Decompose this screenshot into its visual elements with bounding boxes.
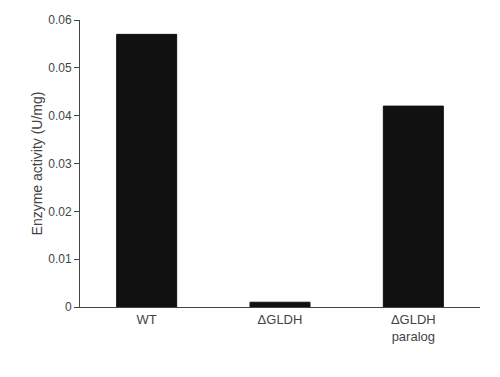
- svg-text:0.03: 0.03: [48, 157, 72, 171]
- svg-text:ΔGLDHparalog: ΔGLDHparalog: [391, 312, 436, 344]
- svg-text:0.06: 0.06: [48, 13, 72, 27]
- svg-text:0: 0: [65, 300, 72, 314]
- svg-text:0.01: 0.01: [48, 252, 72, 266]
- svg-text:Enzyme activity (U/mg): Enzyme activity (U/mg): [29, 92, 45, 236]
- svg-text:WT: WT: [137, 312, 157, 327]
- svg-text:ΔGLDH: ΔGLDH: [258, 312, 303, 327]
- svg-text:0.04: 0.04: [48, 109, 72, 123]
- svg-text:0.02: 0.02: [48, 205, 72, 219]
- svg-text:0.05: 0.05: [48, 61, 72, 75]
